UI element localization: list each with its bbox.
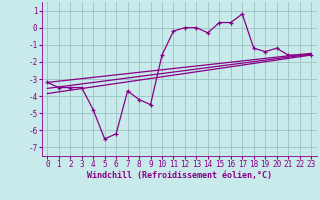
X-axis label: Windchill (Refroidissement éolien,°C): Windchill (Refroidissement éolien,°C) <box>87 171 272 180</box>
